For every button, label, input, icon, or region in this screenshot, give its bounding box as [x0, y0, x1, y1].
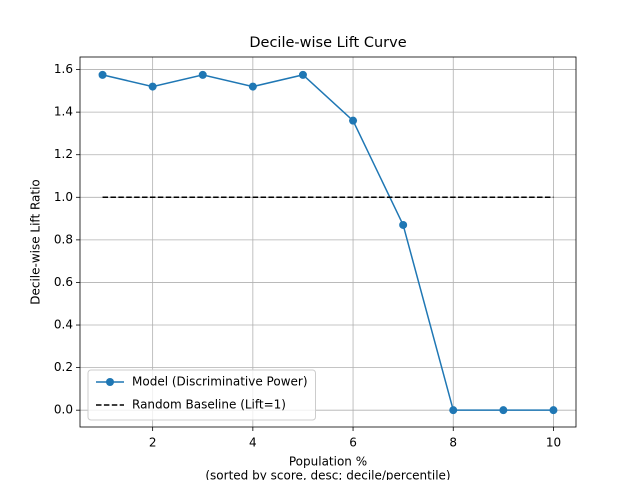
- legend-label: Random Baseline (Lift=1): [132, 398, 286, 412]
- y-tick-label: 0.6: [54, 275, 73, 289]
- x-tick-label: 2: [149, 436, 157, 450]
- y-tick-label: 1.2: [54, 147, 73, 161]
- legend-box: [87, 369, 316, 421]
- legend-label: Model (Discriminative Power): [132, 375, 308, 389]
- data-point: [248, 82, 257, 91]
- data-point: [449, 406, 458, 415]
- y-tick-label: 1.6: [54, 62, 73, 76]
- y-tick-label: 0.8: [54, 232, 73, 246]
- data-point: [399, 220, 408, 229]
- y-tick-label: 1.4: [54, 105, 73, 119]
- y-tick-label: 1.0: [54, 190, 73, 204]
- y-axis-label: Decile-wise Lift Ratio: [29, 179, 43, 305]
- data-point: [549, 406, 558, 415]
- y-tick-label: 0.4: [54, 318, 73, 332]
- data-point: [499, 406, 508, 415]
- plot-frame: [79, 56, 577, 428]
- data-point: [148, 82, 157, 91]
- legend: Model (Discriminative Power) Random Basel…: [87, 369, 316, 421]
- x-axis-label: Population %: [289, 455, 367, 469]
- chart-title: Decile-wise Lift Curve: [249, 35, 406, 51]
- y-tick-label: 0.2: [54, 360, 73, 374]
- x-tick-label: 10: [546, 436, 561, 450]
- data-point: [198, 70, 207, 79]
- x-tick-label: 6: [349, 436, 357, 450]
- data-point: [98, 70, 107, 79]
- legend-marker: [106, 378, 114, 386]
- y-tick-label: 0.0: [54, 403, 73, 417]
- data-point: [298, 70, 307, 79]
- x-tick-label: 8: [449, 436, 457, 450]
- x-axis-label: (sorted by score, desc; decile/percentil…: [205, 469, 450, 480]
- series-line: [102, 74, 554, 411]
- x-tick-label: 4: [249, 436, 257, 450]
- data-point: [349, 116, 358, 125]
